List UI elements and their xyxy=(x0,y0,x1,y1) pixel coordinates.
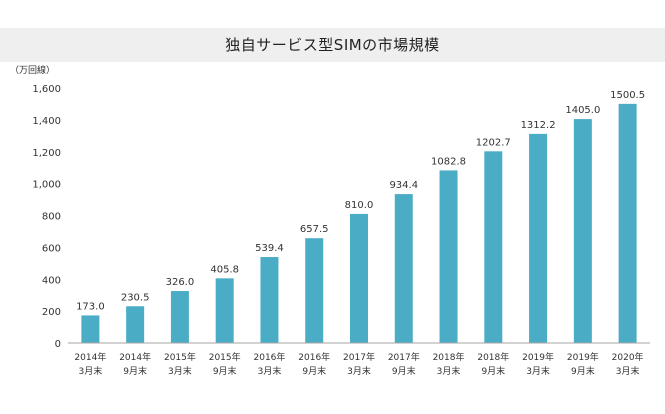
bar xyxy=(215,278,234,343)
bar xyxy=(618,103,637,343)
value-label: 1312.2 xyxy=(521,120,556,131)
x-tick-label: 2014年 9月末 xyxy=(119,351,151,377)
value-label: 326.0 xyxy=(166,277,195,288)
x-tick-label: 2015年 9月末 xyxy=(209,351,241,377)
value-labels: 173.0 230.5 326.0 405.8 539.4 657.5 810.0 934.4… xyxy=(76,90,645,313)
value-label: 539.4 xyxy=(255,243,284,254)
bar xyxy=(529,133,548,343)
value-label: 1082.8 xyxy=(431,156,466,167)
bar xyxy=(81,315,100,343)
bar xyxy=(305,238,324,343)
title-band xyxy=(0,28,665,62)
value-label: 1202.7 xyxy=(476,137,511,148)
bar xyxy=(439,170,458,343)
y-tick-label: 1,400 xyxy=(32,116,61,127)
y-axis-ticks: 0 200 400 600 800 1,000 1,200 1,400 1,600 xyxy=(32,84,61,350)
y-tick-label: 0 xyxy=(55,339,61,350)
x-tick-label: 2019年 9月末 xyxy=(567,351,599,377)
value-label: 1500.5 xyxy=(610,90,645,101)
bar xyxy=(484,151,503,343)
value-label: 810.0 xyxy=(345,200,374,211)
x-tick-label: 2018年 3月末 xyxy=(433,351,465,377)
bar xyxy=(260,257,279,343)
x-tick-label: 2015年 3月末 xyxy=(164,351,196,377)
x-tick-label: 2019年 3月末 xyxy=(522,351,554,377)
y-tick-label: 200 xyxy=(42,307,61,318)
bar xyxy=(350,213,368,343)
y-axis-unit-label: （万回線） xyxy=(10,64,55,76)
x-tick-label: 2016年 3月末 xyxy=(254,351,286,377)
bars xyxy=(81,103,637,343)
y-tick-label: 800 xyxy=(42,212,61,223)
y-tick-label: 1,000 xyxy=(32,180,61,191)
x-tick-label: 2018年 9月末 xyxy=(477,351,509,377)
value-label: 657.5 xyxy=(300,224,329,235)
y-tick-label: 1,200 xyxy=(32,148,61,159)
bar xyxy=(394,194,413,343)
x-tick-label: 2020年 3月末 xyxy=(612,351,644,377)
bar xyxy=(126,306,145,343)
y-tick-label: 600 xyxy=(42,243,61,254)
value-label: 1405.0 xyxy=(565,105,600,116)
value-label: 405.8 xyxy=(210,264,239,275)
value-label: 934.4 xyxy=(389,180,418,191)
bar xyxy=(573,119,592,343)
x-tick-label: 2016年 9月末 xyxy=(298,351,330,377)
value-label: 173.0 xyxy=(76,301,105,312)
value-label: 230.5 xyxy=(121,292,150,303)
x-tick-label: 2017年 3月末 xyxy=(343,351,375,377)
y-tick-label: 1,600 xyxy=(32,84,61,95)
y-tick-label: 400 xyxy=(42,275,61,286)
x-tick-label: 2014年 3月末 xyxy=(74,351,106,377)
x-tick-label: 2017年 9月末 xyxy=(388,351,420,377)
x-axis-labels: 2014年 3月末 2014年 9月末 2015年 3月末 2015年 9月末 2016年 3月末… xyxy=(74,351,643,377)
bar xyxy=(170,291,189,343)
chart-title: 独自サービス型SIMの市場規模 xyxy=(225,36,440,54)
